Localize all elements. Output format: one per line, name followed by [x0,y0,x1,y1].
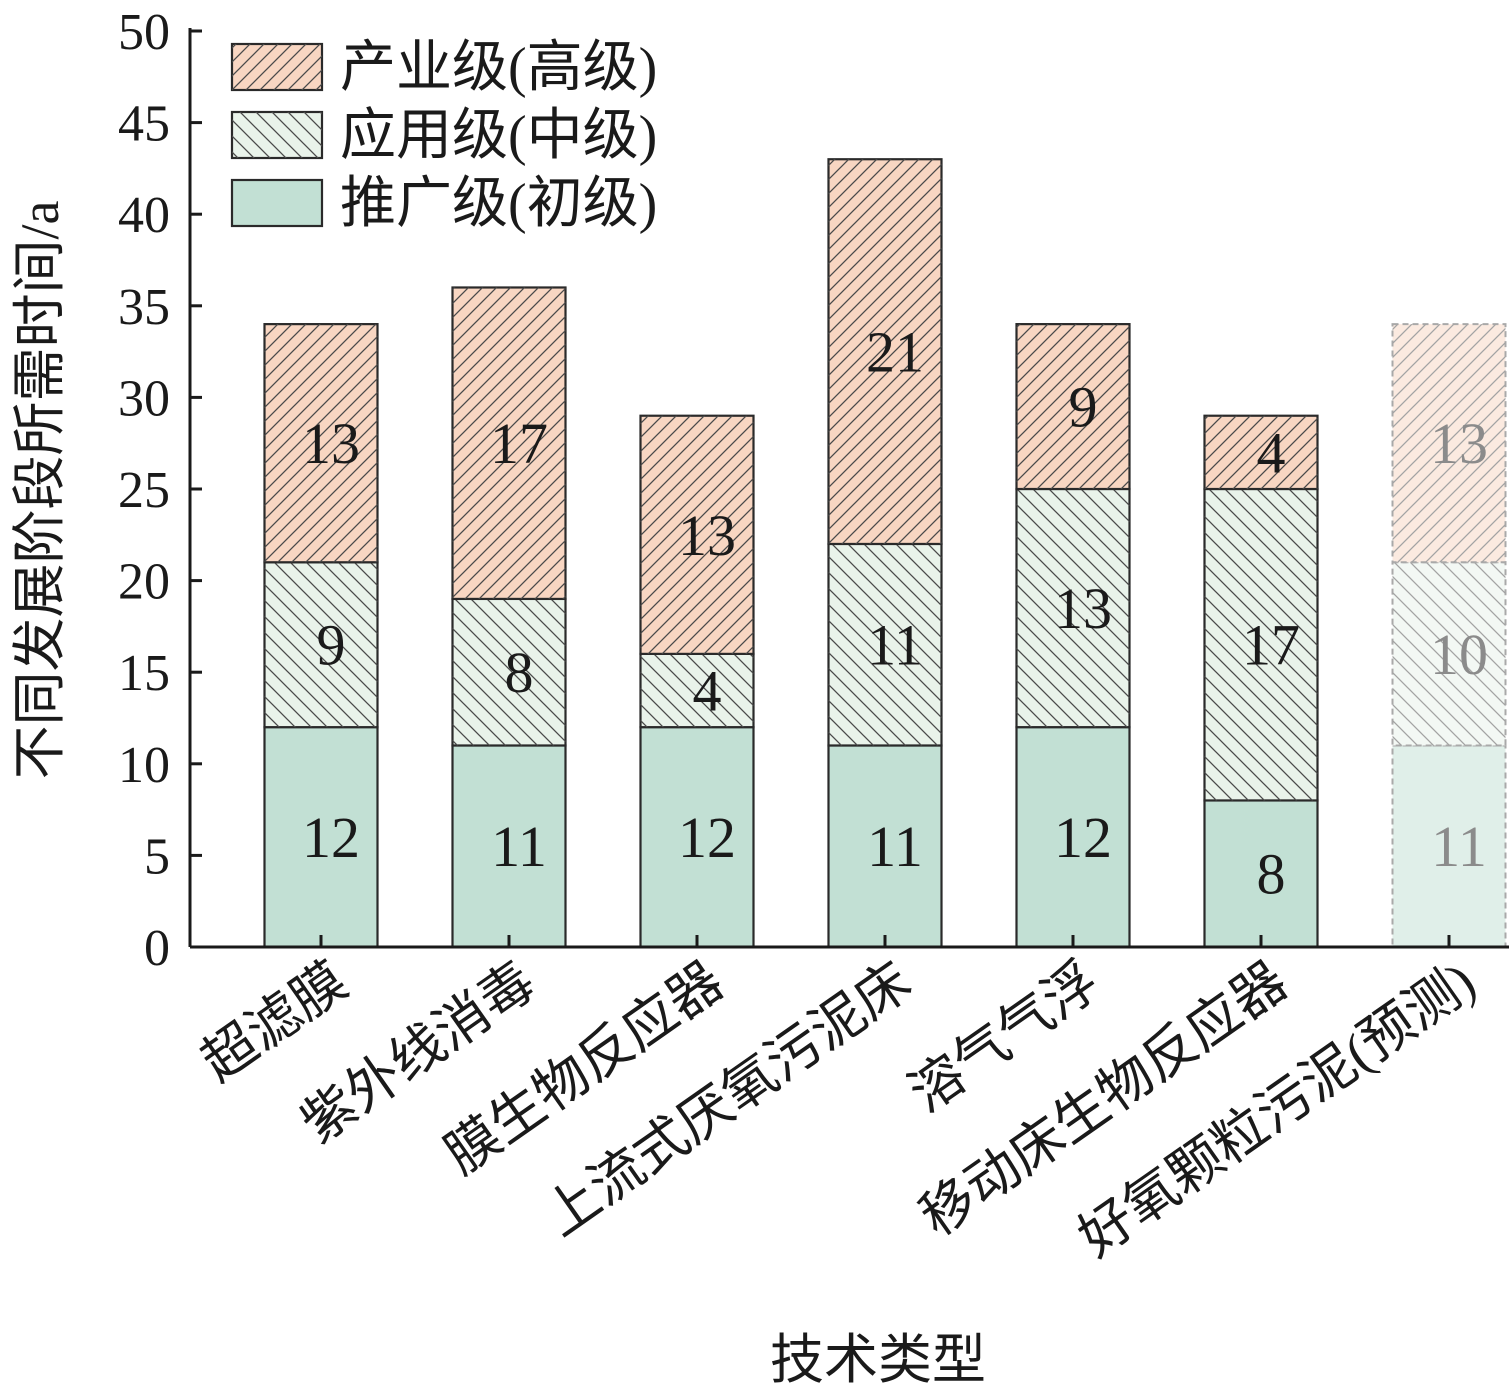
y-tick-label: 5 [144,828,170,885]
data-label: 17 [1242,613,1300,678]
bar-segment [1015,726,1131,949]
bar-hatch [1016,489,1130,728]
legend-item: 应用级(中级) [230,105,657,167]
data-label: 21 [866,320,924,385]
data-label: 11 [1431,814,1487,879]
bar-hatch [1016,324,1130,489]
legend-item: 推广级(初级) [230,173,657,235]
data-label: 12 [302,805,360,870]
legend-label: 推广级(初级) [340,173,657,235]
data-label: 13 [1054,576,1112,641]
bar-hatch [640,415,754,654]
legend-label: 应用级(中级) [340,105,657,167]
legend-label: 产业级(高级) [340,37,657,99]
bar-hatch [1392,562,1506,746]
bar-group: 11 10 13 [1391,323,1507,948]
bar-hatch [828,543,942,746]
data-label: 12 [1054,805,1112,870]
bar-hatch [264,324,378,563]
legend-swatch [230,178,324,228]
data-label: 8 [1257,842,1286,907]
data-label: 13 [1430,411,1488,476]
y-tick-label: 20 [118,554,170,611]
y-tick-label: 30 [118,370,170,427]
data-label: 13 [302,411,360,476]
bar-hatch [1204,489,1318,801]
y-tick-label: 35 [118,279,170,336]
data-label: 8 [505,640,534,705]
data-label: 11 [491,814,547,879]
bar-hatch [452,598,566,746]
data-label: 17 [490,411,548,476]
y-tick-label: 0 [144,920,170,977]
bar-group: 8 17 4 [1203,414,1319,949]
plot-area: 12 9 13 11 8 17 12 4 13 11 11 21 12 13 9 8 17 4 11 10 13 [263,158,1507,949]
legend-item: 产业级(高级) [230,37,657,99]
bar-hatch [1392,324,1506,563]
legend-swatch-hatch [232,112,322,158]
legend-swatch-hatch [232,44,322,90]
bar-segment [1203,799,1319,949]
bar-segment [1391,744,1507,948]
bar-hatch [640,653,754,728]
data-label: 10 [1430,622,1488,687]
bar-hatch [828,159,942,544]
bar-group: 11 11 21 [827,158,943,949]
y-tick-label: 15 [118,645,170,702]
data-label: 11 [867,814,923,879]
bar-hatch [264,562,378,728]
data-label: 9 [1069,375,1098,440]
bar-segment [827,744,943,949]
y-tick-label: 45 [118,96,170,153]
data-label: 9 [317,613,346,678]
y-axis-title: 不同发展阶段所需时间/a [10,200,70,779]
bar-segment [639,726,755,949]
data-label: 11 [867,613,923,678]
bar-group: 11 8 17 [451,286,567,949]
bar-hatch [452,287,566,599]
x-axis-title: 技术类型 [770,1330,986,1390]
y-tick-label: 50 [118,4,170,61]
y-tick-label: 25 [118,462,170,519]
data-label: 4 [1257,420,1286,485]
bar-group: 12 13 9 [1015,323,1131,949]
data-label: 4 [693,659,722,724]
x-tick-label: 超滤膜 [191,951,358,1093]
bar-group: 12 4 13 [639,414,755,949]
data-label: 13 [678,503,736,568]
y-tick-label: 10 [118,737,170,794]
bar-segment [263,726,379,949]
y-tick-label: 40 [118,187,170,244]
bar-hatch [1204,415,1318,489]
data-label: 12 [678,805,736,870]
bar-group: 12 9 13 [263,323,379,949]
legend: 产业级(高级)应用级(中级)推广级(初级) [230,37,657,235]
